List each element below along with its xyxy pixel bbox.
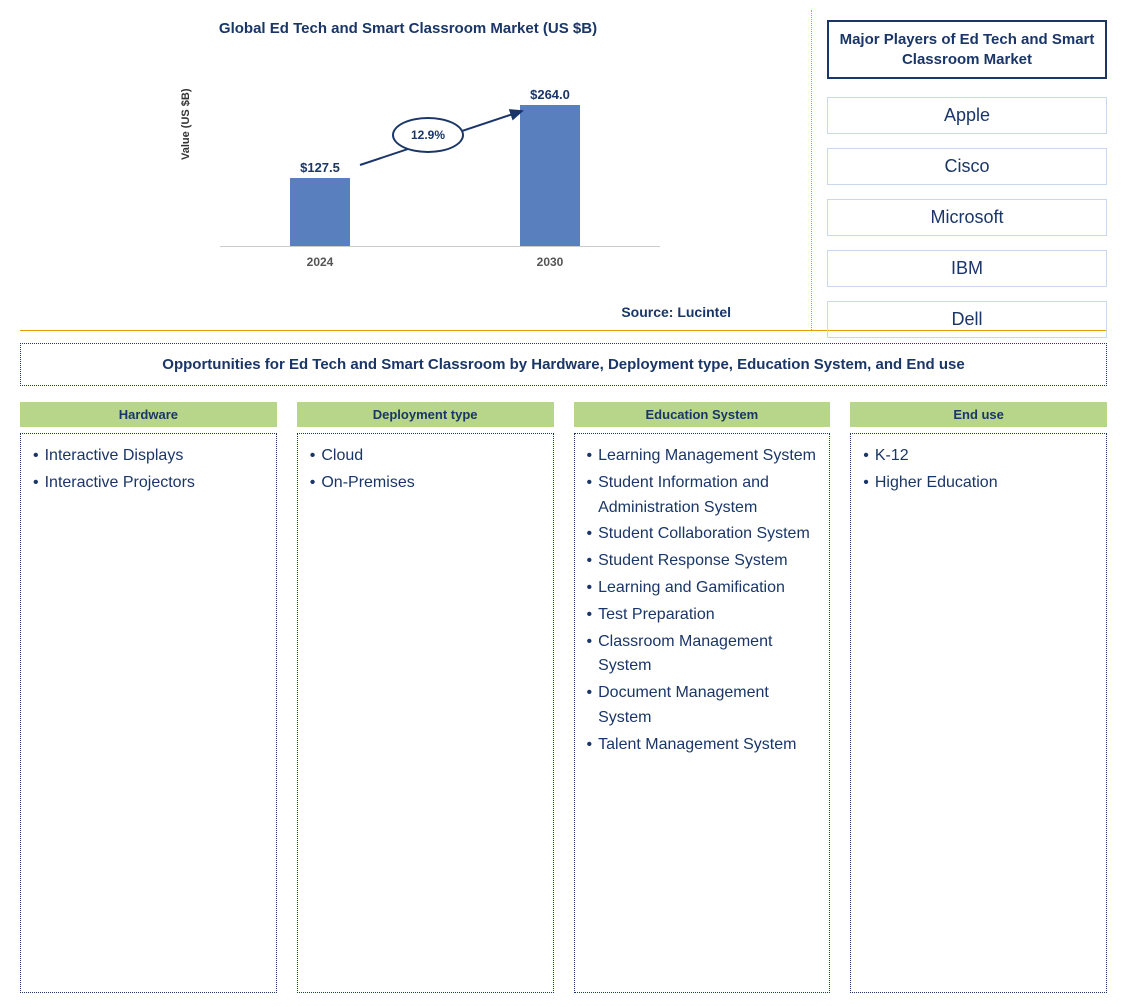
column-body: •Interactive Displays•Interactive Projec…: [20, 433, 277, 993]
bullet-icon: •: [33, 471, 39, 496]
bullet-icon: •: [587, 630, 593, 655]
player-row: Dell: [827, 301, 1107, 338]
list-item: •Student Response System: [587, 549, 822, 574]
list-item: •Higher Education: [863, 471, 1098, 496]
list-item-text: Higher Education: [875, 471, 998, 496]
list-item-text: Classroom Management System: [598, 630, 821, 680]
column-body: •K-12•Higher Education: [850, 433, 1107, 993]
bullet-icon: •: [587, 471, 593, 496]
major-players-panel: Major Players of Ed Tech and Smart Class…: [827, 10, 1107, 330]
bullet-icon: •: [587, 681, 593, 706]
list-item: •Classroom Management System: [587, 630, 822, 680]
bullet-icon: •: [587, 603, 593, 628]
growth-arrow-icon: [220, 67, 660, 247]
players-title: Major Players of Ed Tech and Smart Class…: [827, 20, 1107, 79]
x-axis-label: 2030: [520, 255, 580, 269]
list-item: •Student Information and Administration …: [587, 471, 822, 521]
player-row: Apple: [827, 97, 1107, 134]
list-item-text: K-12: [875, 444, 909, 469]
list-item: •Document Management System: [587, 681, 822, 731]
list-item: •K-12: [863, 444, 1098, 469]
source-label: Source:: [621, 304, 673, 320]
list-item-text: Talent Management System: [598, 733, 796, 758]
opportunities-columns: Hardware•Interactive Displays•Interactiv…: [20, 402, 1107, 993]
list-item: •Cloud: [310, 444, 545, 469]
opportunity-column: Education System•Learning Management Sys…: [574, 402, 831, 993]
bullet-icon: •: [863, 444, 869, 469]
opportunities-title: Opportunities for Ed Tech and Smart Clas…: [20, 343, 1107, 386]
list-item: •Student Collaboration System: [587, 522, 822, 547]
bar-chart: $127.52024$264.0203012.9%: [220, 67, 660, 247]
chart-panel: Global Ed Tech and Smart Classroom Marke…: [20, 10, 796, 330]
bullet-icon: •: [863, 471, 869, 496]
list-item: •Interactive Projectors: [33, 471, 268, 496]
column-header: Hardware: [20, 402, 277, 427]
player-row: IBM: [827, 250, 1107, 287]
column-header: Deployment type: [297, 402, 554, 427]
growth-rate-oval: 12.9%: [392, 117, 464, 153]
list-item: •Learning Management System: [587, 444, 822, 469]
list-item-text: Learning Management System: [598, 444, 816, 469]
list-item-text: Interactive Displays: [45, 444, 184, 469]
column-header: Education System: [574, 402, 831, 427]
list-item-text: Cloud: [321, 444, 363, 469]
list-item-text: On-Premises: [321, 471, 414, 496]
list-item: •Interactive Displays: [33, 444, 268, 469]
source-line: Source: Lucintel: [621, 304, 731, 320]
list-item-text: Student Response System: [598, 549, 787, 574]
bar-label: $264.0: [520, 87, 580, 102]
top-section: Global Ed Tech and Smart Classroom Marke…: [20, 10, 1107, 330]
list-item-text: Document Management System: [598, 681, 821, 731]
bullet-icon: •: [587, 522, 593, 547]
column-body: •Learning Management System•Student Info…: [574, 433, 831, 993]
source-value: Lucintel: [677, 304, 731, 320]
bar-label: $127.5: [290, 160, 350, 175]
bar-2024: $127.5: [290, 178, 350, 246]
x-axis-label: 2024: [290, 255, 350, 269]
bullet-icon: •: [587, 733, 593, 758]
list-item-text: Learning and Gamification: [598, 576, 785, 601]
bullet-icon: •: [310, 444, 316, 469]
list-item: •On-Premises: [310, 471, 545, 496]
list-item-text: Student Information and Administration S…: [598, 471, 821, 521]
bullet-icon: •: [587, 549, 593, 574]
players-list: Apple Cisco Microsoft IBM Dell: [827, 97, 1107, 338]
list-item: •Learning and Gamification: [587, 576, 822, 601]
player-row: Cisco: [827, 148, 1107, 185]
column-body: •Cloud•On-Premises: [297, 433, 554, 993]
list-item: •Talent Management System: [587, 733, 822, 758]
player-row: Microsoft: [827, 199, 1107, 236]
list-item-text: Test Preparation: [598, 603, 715, 628]
list-item-text: Interactive Projectors: [45, 471, 195, 496]
y-axis-label: Value (US $B): [180, 88, 192, 160]
bullet-icon: •: [587, 576, 593, 601]
bullet-icon: •: [310, 471, 316, 496]
list-item-text: Student Collaboration System: [598, 522, 810, 547]
opportunity-column: End use •K-12•Higher Education: [850, 402, 1107, 993]
vertical-divider: [811, 10, 812, 330]
bullet-icon: •: [33, 444, 39, 469]
opportunity-column: Hardware •Interactive Displays•Interactiv…: [20, 402, 277, 993]
bullet-icon: •: [587, 444, 593, 469]
chart-title: Global Ed Tech and Smart Classroom Marke…: [20, 20, 796, 37]
column-header: End use: [850, 402, 1107, 427]
bar-2030: $264.0: [520, 105, 580, 246]
opportunity-column: Deployment type •Cloud•On-Premises: [297, 402, 554, 993]
list-item: •Test Preparation: [587, 603, 822, 628]
